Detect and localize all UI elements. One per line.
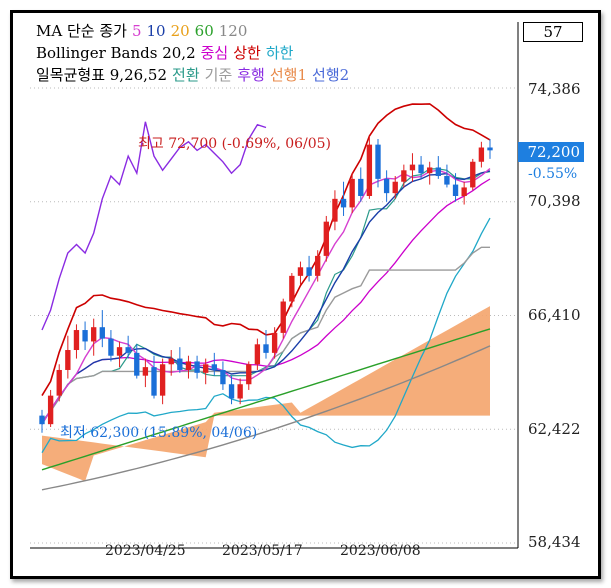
current-price-tag: 72,200 — [518, 142, 584, 162]
candle-body — [177, 358, 183, 370]
legend-ichi-spanB: 선행2 — [312, 66, 350, 84]
candle-body — [228, 384, 235, 399]
ichimoku-lagging-line — [41, 121, 267, 331]
legend-ichimoku: 일목균형표 9,26,52 전환 기준 후행 선행1 선행2 — [36, 66, 354, 84]
candle-body — [73, 330, 80, 351]
ma120-line — [41, 345, 491, 491]
y-tick-label: 62,422 — [528, 420, 581, 438]
current-change-label: -0.55% — [528, 166, 578, 182]
candle-body — [340, 198, 347, 208]
candle-body — [478, 147, 485, 162]
legend-ichi-title: 일목균형표 9,26,52 — [36, 66, 168, 84]
candle-body — [56, 369, 62, 396]
candle-body — [461, 187, 467, 196]
legend-ichi-base: 기준 — [204, 66, 233, 84]
candle-body — [444, 176, 450, 185]
candle-body — [435, 167, 441, 177]
candle-body — [349, 178, 355, 208]
candle-body — [323, 221, 329, 256]
legend-bb-lower: 하한 — [265, 44, 294, 62]
candle-body — [134, 352, 140, 376]
legend-ma-title: MA 단순 종가 — [36, 22, 127, 40]
candle-body — [203, 364, 209, 373]
candle-body — [108, 338, 114, 356]
candle-body — [82, 330, 88, 342]
candle-body — [125, 347, 131, 353]
candle-body — [116, 347, 123, 356]
candle-body — [487, 147, 493, 151]
candle-body — [254, 344, 261, 365]
candle-body — [427, 167, 433, 174]
legend-ma120: 120 — [218, 22, 248, 40]
ma60-line — [41, 328, 491, 471]
legend-ma5: 5 — [131, 22, 142, 40]
candle-body — [332, 198, 338, 222]
indicator-count-badge[interactable]: 57 — [523, 22, 583, 42]
legend-ichi-spanA: 선행1 — [269, 66, 308, 84]
y-tick-label: 70,398 — [528, 192, 581, 210]
high-annotation: 최고 72,700 (-0.69%, 06/05) — [138, 136, 332, 152]
legend-ma20: 20 — [170, 22, 190, 40]
candle-body — [168, 358, 174, 365]
candle-body — [470, 161, 476, 188]
candle-body — [194, 361, 200, 373]
legend-bb: Bollinger Bands 20,2 중심 상한 하한 — [36, 44, 298, 62]
candle-body — [185, 361, 192, 370]
ma5-line — [41, 168, 491, 425]
candle-body — [91, 327, 97, 342]
y-tick-label: 58,434 — [528, 533, 581, 551]
candle-body — [271, 332, 278, 353]
ma10-line — [41, 170, 491, 425]
candle-body — [315, 255, 321, 276]
y-tick-label: 66,410 — [528, 306, 581, 324]
candle-body — [159, 364, 166, 396]
legend-ichi-lag: 후행 — [237, 66, 265, 84]
x-tick-label: 2023/05/17 — [222, 543, 303, 559]
legend-bb-upper: 상한 — [233, 44, 261, 62]
candle-body — [39, 415, 45, 425]
candle-body — [366, 144, 373, 196]
candle-body — [99, 327, 105, 339]
x-tick-label: 2023/04/25 — [105, 543, 186, 559]
candle-body — [401, 170, 407, 182]
candle-body — [418, 164, 424, 174]
candle-body — [142, 367, 149, 376]
legend-bb-title: Bollinger Bands 20,2 — [36, 44, 196, 62]
candle-body — [263, 344, 269, 353]
low-annotation: 최저 62,300 (15.89%, 04/06) — [60, 425, 258, 441]
candle-body — [358, 178, 364, 196]
candle-body — [306, 267, 312, 276]
candle-body — [47, 395, 54, 425]
candle-body — [452, 184, 459, 196]
legend-ichi-conv: 전환 — [172, 66, 200, 84]
legend-ma10: 10 — [146, 22, 166, 40]
candle-body — [246, 364, 252, 385]
ichimoku-cloud — [42, 306, 490, 482]
candle-body — [65, 350, 71, 370]
ichimoku-conversion-line — [41, 168, 491, 422]
candle-body — [211, 364, 217, 370]
candle-body — [392, 181, 398, 194]
x-tick-label: 2023/06/08 — [340, 543, 421, 559]
legend-ma60: 60 — [194, 22, 214, 40]
candle-body — [375, 144, 381, 179]
candle-body — [151, 367, 157, 396]
y-tick-label: 74,386 — [528, 80, 581, 98]
candle-body — [237, 384, 243, 399]
chart-frame — [10, 10, 601, 579]
candle-body — [297, 267, 304, 276]
candle-body — [280, 301, 286, 333]
candle-body — [383, 178, 390, 194]
bollinger-lower-line — [41, 217, 491, 454]
legend-bb-mid: 중심 — [200, 44, 229, 62]
candle-body — [220, 369, 226, 385]
legend-ma: MA 단순 종가 5 10 20 60 120 — [36, 22, 252, 40]
candle-body — [409, 164, 416, 171]
candle-body — [289, 275, 295, 302]
